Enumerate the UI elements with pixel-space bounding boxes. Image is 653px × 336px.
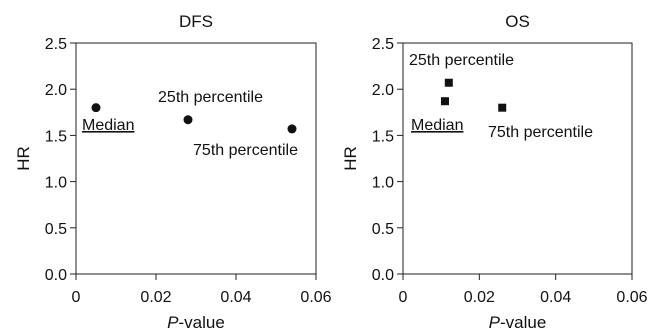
os-point-label: 75th percentile: [488, 124, 593, 141]
dfs-point-label: Median: [82, 117, 134, 134]
dfs-point: [287, 124, 297, 134]
os-ytick-label: 2.5: [372, 36, 394, 53]
dfs-xtick-label: 0.04: [220, 289, 251, 306]
os-ytick-label: 2.0: [372, 82, 394, 99]
dfs-x-axis-label-rest: -value: [179, 313, 225, 331]
os-plot-frame: [402, 42, 633, 275]
os-point: [444, 78, 453, 87]
os-point-label: 25th percentile: [409, 52, 514, 69]
dfs-chart-title: DFS: [179, 12, 213, 31]
dfs-point-label: 25th percentile: [158, 89, 263, 106]
dfs-xtick-label: 0.02: [140, 289, 171, 306]
os-xtick-label: 0.06: [616, 289, 647, 306]
os-xtick-label: 0.04: [540, 289, 571, 306]
dfs-ytick-label: 1.0: [45, 175, 67, 192]
os-y-axis-label: HR: [341, 146, 360, 171]
dfs-x-axis-label-italic: P: [167, 313, 179, 331]
dfs-xtick-label: 0.06: [300, 289, 331, 306]
os-chart-title: OS: [505, 12, 530, 31]
dfs-plot-frame: [75, 42, 317, 275]
os-point: [440, 97, 449, 106]
os-ytick-label: 0.0: [372, 267, 394, 284]
os-xtick-label: 0.02: [464, 289, 495, 306]
os-ytick-label: 1.0: [372, 175, 394, 192]
dfs-xtick-label: 0: [72, 289, 81, 306]
os-point: [498, 103, 507, 112]
os-xtick-label: 0: [399, 289, 408, 306]
dfs-ytick-label: 0.0: [45, 267, 67, 284]
dfs-x-axis-label: P-value: [167, 313, 225, 331]
dfs-ytick-label: 1.5: [45, 128, 67, 145]
os-x-axis-label-rest: -value: [500, 313, 546, 331]
os-ytick-label: 0.5: [372, 221, 394, 238]
dfs-ytick-label: 2.5: [45, 36, 67, 53]
dfs-point: [91, 103, 101, 113]
dfs-y-axis-label: HR: [14, 146, 33, 171]
dfs-point-label: 75th percentile: [193, 142, 298, 159]
os-x-axis-label-italic: P: [489, 313, 501, 331]
dfs-ytick-label: 2.0: [45, 82, 67, 99]
os-ytick-label: 1.5: [372, 128, 394, 145]
os-point-label: Median: [411, 117, 463, 134]
dfs-ytick-label: 0.5: [45, 221, 67, 238]
os-x-axis-label: P-value: [489, 313, 547, 331]
dfs-point: [183, 115, 193, 125]
